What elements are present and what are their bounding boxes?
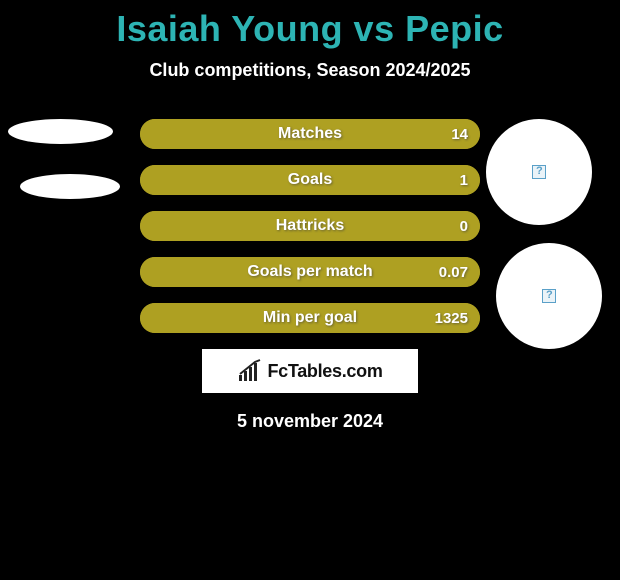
avatar-circle-2 [496, 243, 602, 349]
page-title: Isaiah Young vs Pepic [0, 0, 620, 50]
placeholder-icon [532, 165, 546, 179]
logo-text: FcTables.com [267, 361, 382, 382]
stat-bar-goals-per-match: Goals per match 0.07 [140, 257, 480, 287]
date-text: 5 november 2024 [0, 411, 620, 432]
stat-label: Hattricks [276, 217, 344, 235]
logo-chart-icon [237, 359, 263, 383]
avatar-ellipse-2 [20, 174, 120, 199]
left-avatar-group [8, 119, 120, 199]
stat-label: Goals [288, 171, 332, 189]
stat-bars: Matches 14 Goals 1 Hattricks 0 Goals per… [140, 119, 480, 333]
right-avatar-group [486, 119, 602, 367]
subtitle: Club competitions, Season 2024/2025 [0, 60, 620, 81]
stat-value: 14 [451, 126, 468, 143]
stat-value: 1325 [435, 310, 468, 327]
stat-label: Min per goal [263, 309, 357, 327]
logo: FcTables.com [202, 349, 418, 393]
placeholder-icon [542, 289, 556, 303]
stat-value: 1 [460, 172, 468, 189]
avatar-ellipse-1 [8, 119, 113, 144]
stat-bar-matches: Matches 14 [140, 119, 480, 149]
stat-bar-min-per-goal: Min per goal 1325 [140, 303, 480, 333]
stat-label: Matches [278, 125, 342, 143]
stats-content: Matches 14 Goals 1 Hattricks 0 Goals per… [0, 119, 620, 333]
stat-bar-hattricks: Hattricks 0 [140, 211, 480, 241]
stat-value: 0 [460, 218, 468, 235]
stat-label: Goals per match [247, 263, 372, 281]
avatar-circle-1 [486, 119, 592, 225]
stat-bar-goals: Goals 1 [140, 165, 480, 195]
stat-value: 0.07 [439, 264, 468, 281]
